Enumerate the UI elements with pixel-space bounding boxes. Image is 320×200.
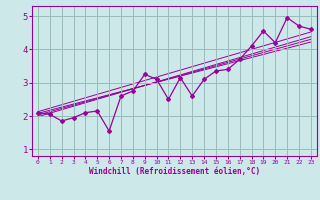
X-axis label: Windchill (Refroidissement éolien,°C): Windchill (Refroidissement éolien,°C)	[89, 167, 260, 176]
